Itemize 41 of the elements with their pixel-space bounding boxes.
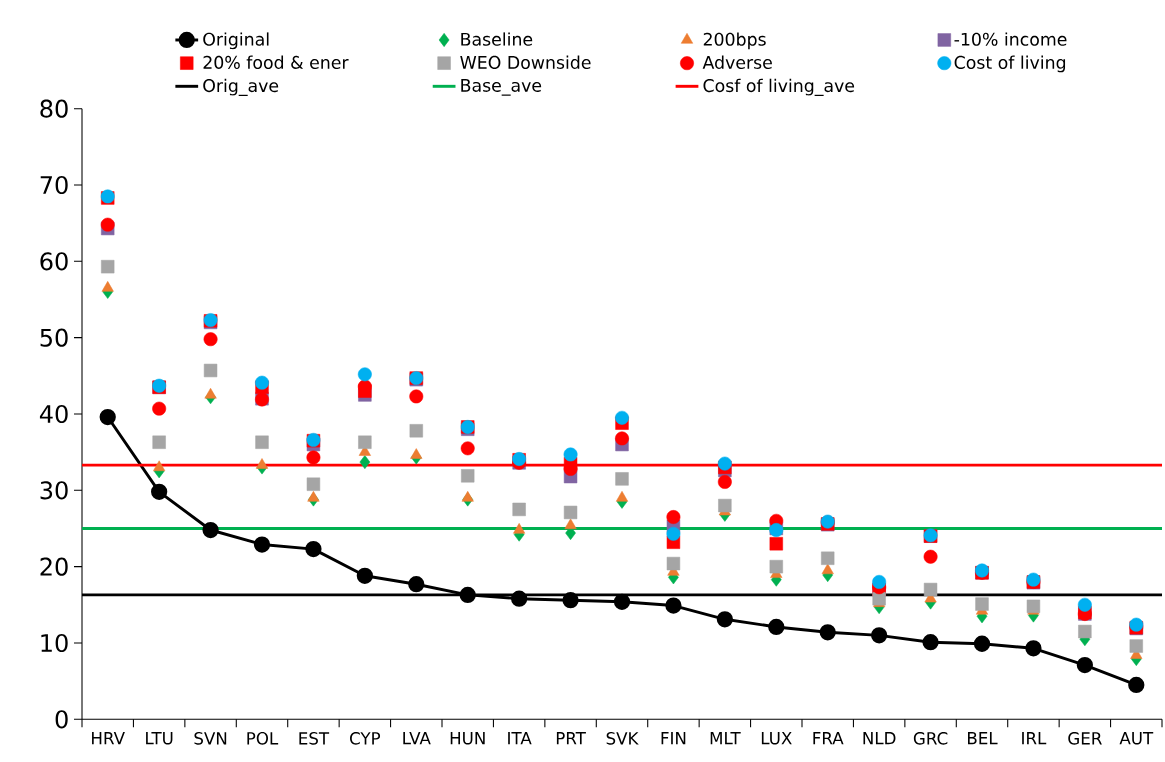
x-tick-label: BEL bbox=[968, 732, 998, 745]
x-tick-label: GER bbox=[1068, 732, 1102, 745]
x-tick-label: GRC bbox=[913, 732, 948, 745]
x-tick-label: AUT bbox=[1119, 732, 1154, 745]
y-tick-label: 0 bbox=[55, 710, 68, 729]
x-tick-label: HRV bbox=[92, 732, 125, 745]
legend-label: 20% food & ener bbox=[203, 55, 349, 69]
y-tick-label: 20 bbox=[40, 557, 68, 576]
y-tick-label: 10 bbox=[41, 633, 68, 653]
y-tick-label: 30 bbox=[40, 481, 68, 500]
x-tick-label: ITA bbox=[508, 732, 532, 745]
legend-label: Cost of living bbox=[954, 55, 1066, 73]
x-tick-label: IRL bbox=[1022, 732, 1047, 745]
x-tick-label: PRT bbox=[556, 732, 586, 745]
legend-label: -10% income bbox=[954, 32, 1067, 46]
x-tick-label: NLD bbox=[863, 732, 896, 745]
legend-label: WEO Downside bbox=[460, 55, 591, 69]
y-tick-label: 60 bbox=[40, 252, 68, 271]
y-tick-label: 70 bbox=[40, 175, 68, 195]
x-tick-label: MLT bbox=[710, 732, 741, 745]
x-tick-label: FRA bbox=[813, 732, 844, 745]
y-tick-label: 80 bbox=[40, 99, 68, 118]
x-tick-label: SVK bbox=[606, 732, 639, 745]
x-tick-label: POL bbox=[247, 732, 279, 745]
legend-label: Orig_ave bbox=[203, 78, 279, 96]
x-tick-label: HUN bbox=[450, 732, 485, 745]
x-tick-label: FIN bbox=[661, 732, 686, 745]
x-tick-label: LUX bbox=[761, 732, 792, 745]
legend-label: Adverse bbox=[702, 55, 772, 69]
legend-label: Original bbox=[203, 32, 269, 50]
legend-label: Baseline bbox=[461, 32, 533, 46]
y-tick-label: 50 bbox=[40, 328, 68, 347]
y-tick-label: 40 bbox=[39, 404, 68, 424]
x-tick-label: CYP bbox=[350, 732, 381, 745]
x-tick-label: LVA bbox=[403, 732, 431, 745]
legend-label: 200bps bbox=[703, 32, 766, 50]
x-tick-label: SVN bbox=[194, 732, 227, 745]
x-tick-label: LTU bbox=[146, 732, 173, 745]
x-tick-label: EST bbox=[299, 732, 330, 745]
legend-label: Base_ave bbox=[461, 79, 542, 96]
legend-label: Cosf of living_ave bbox=[703, 78, 855, 96]
